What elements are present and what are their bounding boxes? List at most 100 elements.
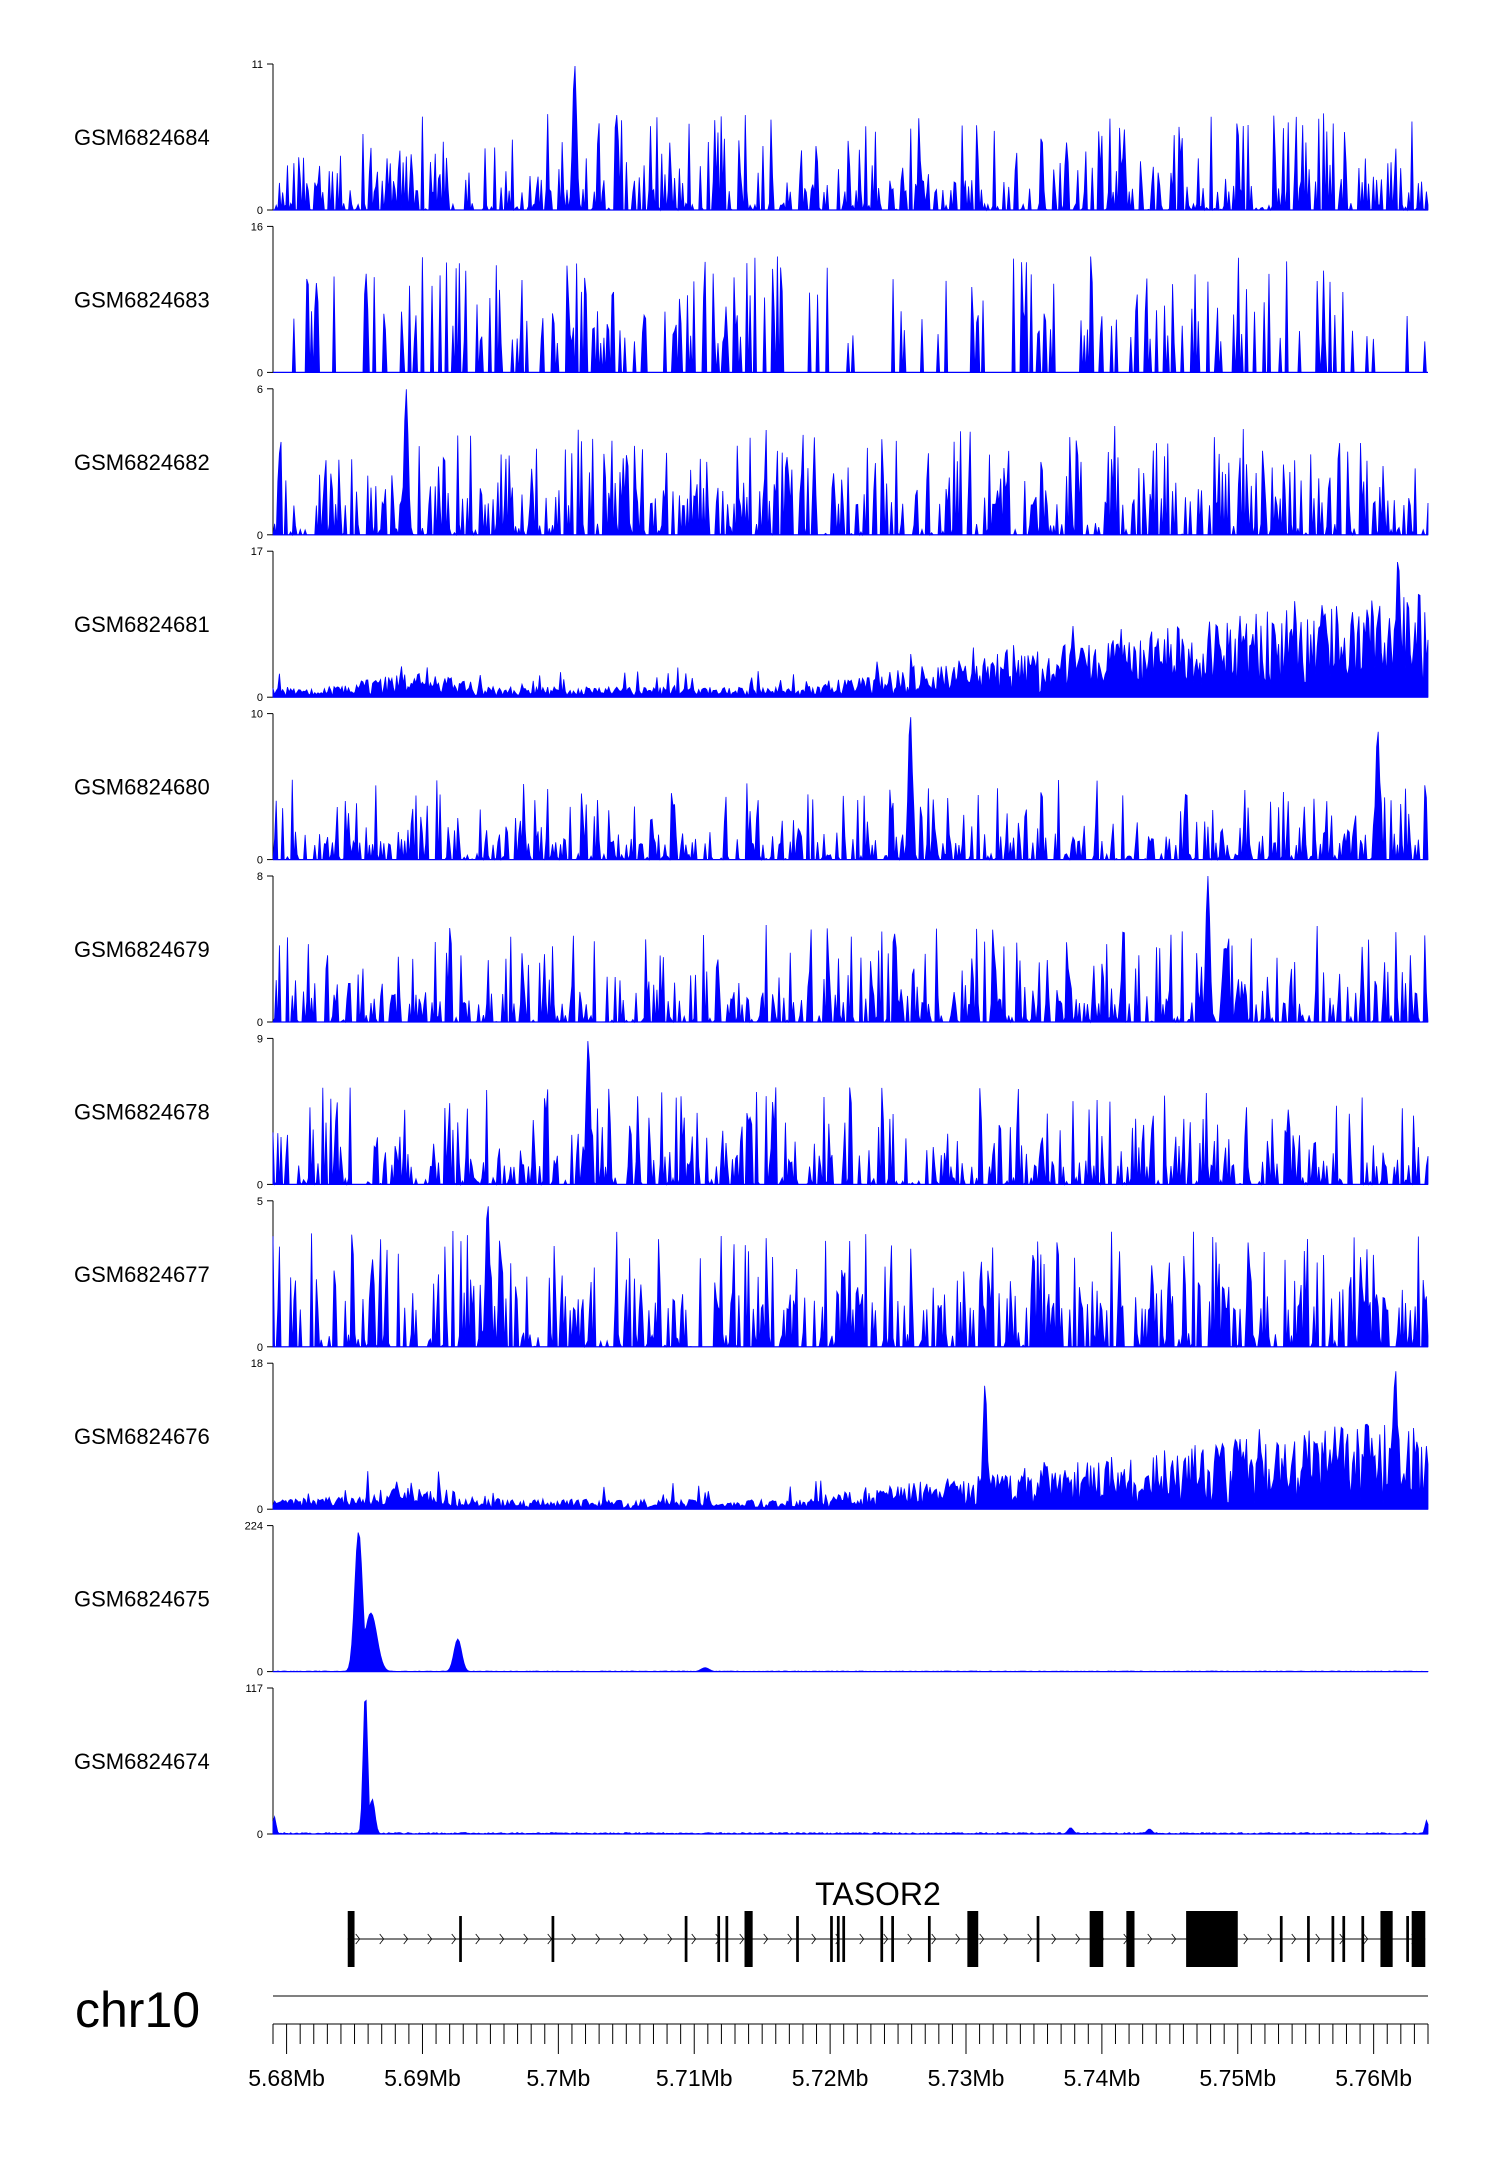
strand-arrow xyxy=(403,1933,409,1945)
coverage-area xyxy=(272,1699,1429,1835)
track-GSM6824684: GSM6824684 11 0 xyxy=(74,59,1429,217)
x-tick-label: 5.76Mb xyxy=(1335,2065,1412,2091)
y-tick-label-max: 11 xyxy=(252,59,263,71)
coverage-tracks: GSM6824684110GSM6824683160GSM682468260GS… xyxy=(74,59,1429,1841)
strand-arrow xyxy=(691,1933,697,1945)
coverage-area xyxy=(272,876,1429,1024)
y-tick-label-max: 16 xyxy=(251,221,263,233)
strand-arrow xyxy=(811,1933,817,1945)
gene-exon xyxy=(684,1916,688,1962)
strand-arrow xyxy=(1003,1933,1009,1945)
strand-arrow xyxy=(475,1933,481,1945)
track-GSM6824681: GSM6824681 17 0 xyxy=(74,546,1429,704)
coverage-area xyxy=(272,1206,1429,1349)
strand-arrow xyxy=(763,1933,769,1945)
track-label: GSM6824679 xyxy=(74,937,210,962)
track-GSM6824676: GSM6824676 18 0 xyxy=(74,1358,1429,1516)
strand-arrow xyxy=(1267,1933,1273,1945)
y-tick-label-max: 10 xyxy=(251,709,263,721)
track-GSM6824677: GSM6824677 5 0 xyxy=(74,1196,1429,1354)
gene-exon xyxy=(836,1916,840,1962)
y-tick-label-max: 224 xyxy=(245,1521,263,1533)
gene-exon xyxy=(1036,1916,1040,1962)
strand-arrow xyxy=(1051,1933,1057,1945)
strand-arrow xyxy=(1243,1933,1249,1945)
strand-arrow xyxy=(1027,1933,1033,1945)
gene-exon xyxy=(744,1911,753,1967)
x-tick-label: 5.73Mb xyxy=(928,2065,1005,2091)
y-tick-label-max: 18 xyxy=(251,1358,263,1370)
track-GSM6824680: GSM6824680 10 0 xyxy=(74,709,1429,867)
strand-arrow xyxy=(667,1933,673,1945)
gene-exon xyxy=(347,1911,355,1967)
coverage-area xyxy=(272,389,1429,537)
strand-arrow xyxy=(379,1933,385,1945)
gene-exon xyxy=(1406,1916,1409,1962)
track-GSM6824679: GSM6824679 8 0 xyxy=(74,871,1429,1029)
y-tick-label-min: 0 xyxy=(257,855,263,867)
track-label: GSM6824680 xyxy=(74,775,210,800)
strand-arrow xyxy=(931,1933,937,1945)
track-label: GSM6824674 xyxy=(74,1749,210,1774)
track-label: GSM6824682 xyxy=(74,450,210,475)
strand-arrow xyxy=(1147,1933,1153,1945)
strand-arrow xyxy=(979,1933,985,1945)
gene-exon xyxy=(1089,1911,1104,1967)
strand-arrow xyxy=(883,1933,889,1945)
gene-exon xyxy=(830,1916,833,1962)
coverage-area xyxy=(273,256,1428,373)
coverage-area xyxy=(272,1532,1429,1673)
gene-exon xyxy=(1186,1911,1238,1967)
gene-exon xyxy=(1331,1916,1335,1962)
track-label: GSM6824683 xyxy=(74,287,210,312)
track-GSM6824674: GSM6824674 117 0 xyxy=(74,1683,1429,1841)
strand-arrow xyxy=(1291,1933,1297,1945)
y-tick-label-min: 0 xyxy=(257,367,263,379)
track-label: GSM6824678 xyxy=(74,1099,210,1124)
y-tick-label-min: 0 xyxy=(257,1342,263,1354)
strand-arrow xyxy=(1315,1933,1321,1945)
track-GSM6824675: GSM6824675 224 0 xyxy=(74,1521,1429,1679)
gene-exon xyxy=(880,1916,884,1962)
strand-arrow xyxy=(1171,1933,1177,1945)
gene-exon xyxy=(1279,1916,1283,1962)
strand-arrow xyxy=(355,1933,361,1945)
y-tick-label-max: 9 xyxy=(257,1033,263,1045)
strand-arrow xyxy=(907,1933,913,1945)
strand-arrow xyxy=(571,1933,577,1945)
track-label: GSM6824677 xyxy=(74,1262,210,1287)
gene-exon xyxy=(717,1916,721,1962)
gene-name-label: TASOR2 xyxy=(815,1876,941,1912)
gene-exon xyxy=(1361,1916,1365,1962)
x-tick-label: 5.72Mb xyxy=(792,2065,869,2091)
y-tick-label-max: 117 xyxy=(245,1683,263,1695)
gene-exon xyxy=(796,1916,799,1962)
strand-arrow xyxy=(643,1933,649,1945)
y-tick-label-min: 0 xyxy=(257,205,263,217)
track-GSM6824683: GSM6824683 16 0 xyxy=(74,221,1428,379)
strand-arrow xyxy=(619,1933,625,1945)
y-tick-label-min: 0 xyxy=(257,530,263,542)
x-tick-label: 5.75Mb xyxy=(1199,2065,1276,2091)
strand-arrow xyxy=(739,1933,745,1945)
track-label: GSM6824684 xyxy=(74,125,210,150)
x-tick-label: 5.74Mb xyxy=(1064,2065,1141,2091)
y-tick-label-min: 0 xyxy=(257,1829,263,1841)
strand-arrow xyxy=(595,1933,601,1945)
gene-exon xyxy=(1342,1916,1346,1962)
track-label: GSM6824675 xyxy=(74,1587,210,1612)
y-tick-label-max: 8 xyxy=(257,871,263,883)
y-tick-label-min: 0 xyxy=(257,1017,263,1029)
track-label: GSM6824676 xyxy=(74,1424,210,1449)
chromosome-label: chr10 xyxy=(75,1982,200,2038)
x-tick-label: 5.68Mb xyxy=(248,2065,325,2091)
y-tick-label-max: 6 xyxy=(257,384,263,396)
y-tick-label-max: 17 xyxy=(251,546,263,558)
track-GSM6824682: GSM6824682 6 0 xyxy=(74,384,1429,542)
strand-arrow xyxy=(787,1933,793,1945)
track-GSM6824678: GSM6824678 9 0 xyxy=(74,1033,1429,1191)
gene-exon xyxy=(459,1916,462,1962)
strand-arrow xyxy=(427,1933,433,1945)
strand-arrow xyxy=(955,1933,961,1945)
coverage-area xyxy=(273,66,1429,212)
